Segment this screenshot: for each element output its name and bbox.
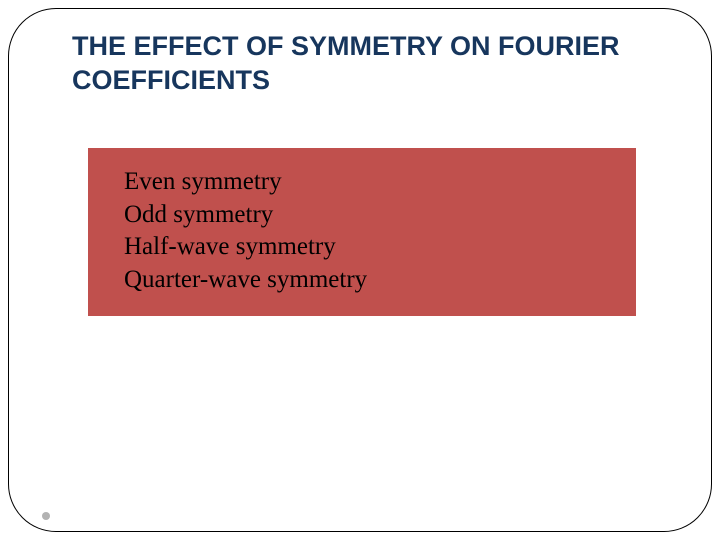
list-item: Quarter-wave symmetry: [124, 264, 600, 297]
list-item: Half-wave symmetry: [124, 231, 600, 264]
content-box: Even symmetry Odd symmetry Half-wave sym…: [88, 148, 636, 316]
slide-title: THE EFFECT OF SYMMETRY ON FOURIER COEFFI…: [72, 30, 660, 98]
list-item: Even symmetry: [124, 166, 600, 199]
list-item: Odd symmetry: [124, 199, 600, 232]
footer-dot-icon: [42, 512, 50, 520]
